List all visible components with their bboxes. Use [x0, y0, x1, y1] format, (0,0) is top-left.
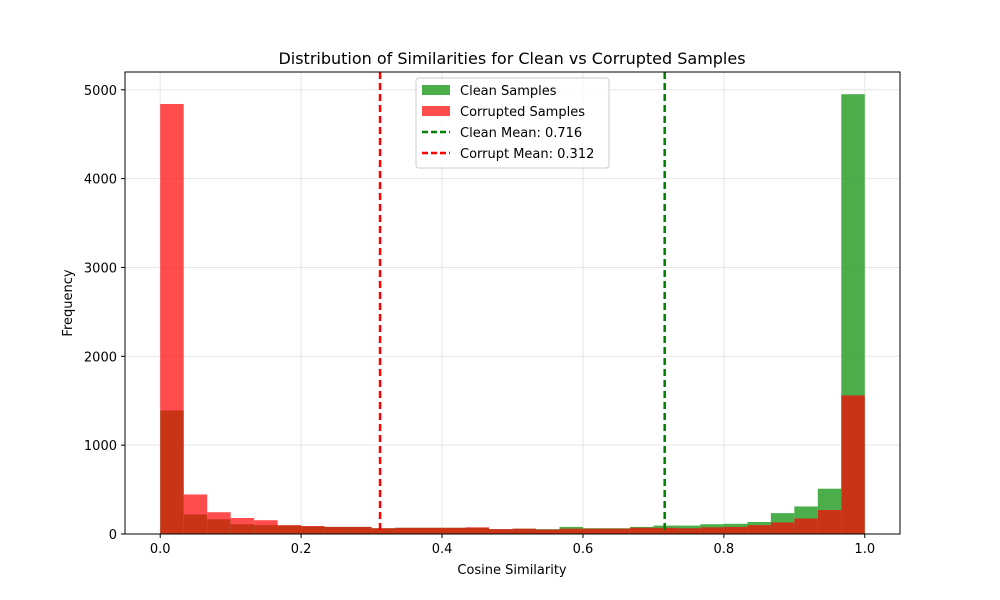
bar-corrupt-17: [559, 528, 583, 534]
x-axis-title: Cosine Similarity: [457, 563, 567, 578]
bar-corrupt-19: [606, 528, 630, 534]
legend-swatch-clean: [422, 85, 450, 95]
x-tick-label-4: 0.8: [714, 542, 735, 557]
bar-corrupt-9: [371, 528, 396, 534]
x-tick-label-3: 0.6: [573, 542, 594, 557]
bar-corrupt-4: [254, 520, 278, 534]
bar-corrupt-6: [301, 526, 325, 534]
bar-corrupt-5: [277, 525, 302, 534]
bar-corrupt-20: [629, 527, 654, 534]
mean-lines: [378, 72, 666, 534]
bar-corrupt-1: [183, 494, 208, 534]
bar-corrupt-12: [442, 527, 466, 534]
x-axis-ticks: 0.0 0.2 0.4 0.6 0.8 1.0: [150, 534, 875, 557]
legend-label-corrupt-mean: Corrupt Mean: 0.312: [460, 147, 594, 162]
legend-label-clean: Clean Samples: [460, 84, 557, 99]
bar-corrupt-24: [723, 526, 748, 534]
y-tick-label-5: 5000: [84, 84, 117, 99]
x-tick-label-0: 0.0: [150, 542, 171, 557]
bar-corrupt-2: [207, 512, 231, 534]
bar-corrupt-26: [770, 522, 795, 534]
series-corrupted-bars: [160, 103, 865, 534]
bar-corrupt-14: [489, 529, 513, 534]
y-tick-label-4: 4000: [84, 173, 117, 188]
x-tick-label-5: 1.0: [854, 542, 875, 557]
y-tick-label-1: 1000: [84, 439, 117, 454]
bar-corrupt-28: [817, 510, 842, 534]
bar-corrupt-23: [700, 527, 724, 534]
bar-corrupt-16: [535, 529, 560, 534]
bar-corrupt-15: [512, 528, 536, 534]
bar-corrupt-13: [465, 527, 490, 534]
chart-title: Distribution of Similarities for Clean v…: [278, 49, 745, 68]
y-axis-title: Frequency: [61, 269, 76, 336]
legend-swatch-corrupt: [422, 106, 450, 116]
bar-corrupt-18: [582, 528, 607, 534]
bar-corrupt-27: [794, 518, 818, 534]
legend-label-corrupt: Corrupted Samples: [460, 105, 585, 120]
bar-corrupt-21: [653, 527, 677, 534]
bar-corrupt-25: [747, 525, 771, 534]
bar-corrupt-29: [841, 395, 865, 534]
bar-corrupt-11: [418, 527, 443, 534]
bar-corrupt-0: [160, 103, 184, 534]
bar-corrupt-3: [230, 518, 255, 534]
y-axis-ticks: 0 1000 2000 3000 4000 5000: [84, 84, 125, 543]
y-tick-label-0: 0: [109, 528, 117, 543]
bar-corrupt-10: [395, 527, 419, 534]
x-tick-label-1: 0.2: [291, 542, 312, 557]
legend-box: [415, 77, 610, 169]
plot-frame: [124, 71, 901, 535]
bar-corrupt-7: [324, 526, 349, 534]
y-tick-label-3: 3000: [84, 261, 117, 276]
bar-corrupt-22: [676, 528, 701, 534]
y-tick-label-2: 2000: [84, 350, 117, 365]
legend: Clean Samples Corrupted Samples Clean Me…: [415, 77, 610, 169]
legend-label-clean-mean: Clean Mean: 0.716: [460, 126, 582, 141]
bar-corrupt-8: [348, 526, 372, 534]
x-tick-label-2: 0.4: [432, 542, 453, 557]
